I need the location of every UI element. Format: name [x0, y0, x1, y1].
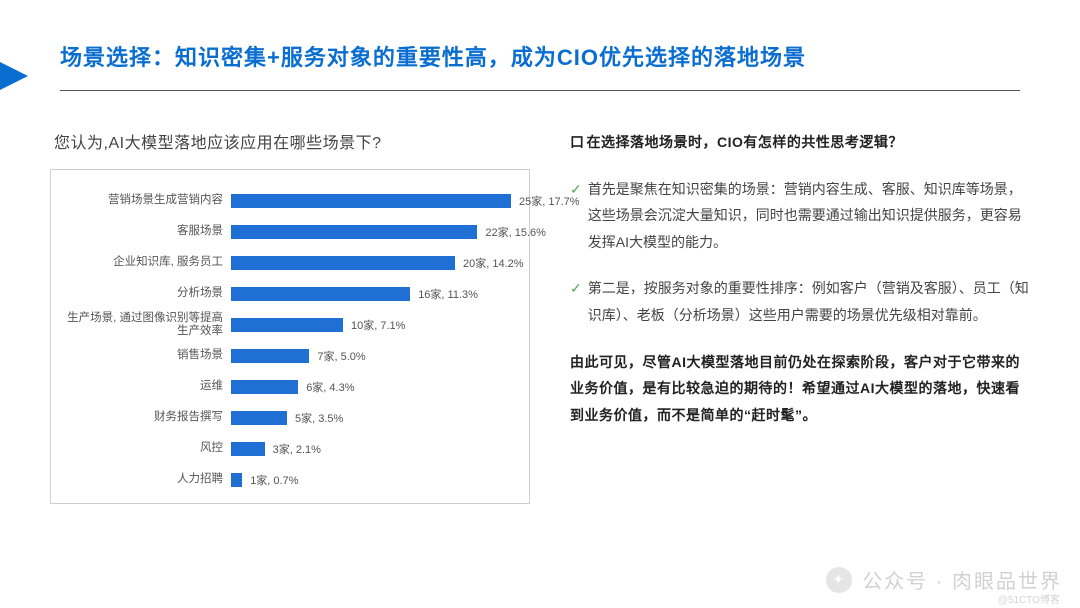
- bar-label: 企业知识库, 服务员工: [61, 256, 231, 269]
- right-heading: 口在选择落地场景时，CIO有怎样的共性思考逻辑？: [570, 129, 1030, 156]
- bar-fill: [231, 287, 410, 301]
- wechat-icon: ✦: [826, 567, 852, 593]
- bar-value: 1家, 0.7%: [250, 472, 298, 488]
- bar-track: 10家, 7.1%: [231, 318, 519, 332]
- bar-label: 生产场景, 通过图像识别等提高生产效率: [61, 312, 231, 338]
- title-underline: [60, 90, 1020, 91]
- bar-row: 运维 6家, 4.3%: [61, 378, 519, 396]
- bar-track: 25家, 17.7%: [231, 194, 519, 208]
- body: 您认为,AI大模型落地应该应用在哪些场景下? 营销场景生成营销内容25家, 17…: [50, 129, 1030, 504]
- bar-label: 营销场景生成营销内容: [61, 194, 231, 207]
- bullet-item: ✓首先是聚焦在知识密集的场景：营销内容生成、客服、知识库等场景，这些场景会沉淀大…: [570, 176, 1030, 256]
- bar-track: 3家, 2.1%: [231, 442, 519, 456]
- bar-value: 22家, 15.6%: [485, 224, 546, 240]
- bar-fill: [231, 380, 298, 394]
- bar-track: 6家, 4.3%: [231, 380, 519, 394]
- bar-track: 22家, 15.6%: [231, 225, 519, 239]
- bar-value: 5家, 3.5%: [295, 410, 343, 426]
- chart-frame: 营销场景生成营销内容25家, 17.7% 客服场景22家, 15.6% 企业知识库,…: [50, 169, 530, 504]
- bar-fill: [231, 225, 477, 239]
- chart-panel: 您认为,AI大模型落地应该应用在哪些场景下? 营销场景生成营销内容25家, 17…: [50, 129, 530, 504]
- bar-row: 客服场景22家, 15.6%: [61, 223, 519, 241]
- bar-label: 财务报告撰写: [61, 411, 231, 424]
- watermark-text: 公众号 · 肉眼品世界: [862, 565, 1062, 594]
- bullet-list: ✓首先是聚焦在知识密集的场景：营销内容生成、客服、知识库等场景，这些场景会沉淀大…: [570, 176, 1030, 329]
- bar-track: 5家, 3.5%: [231, 411, 519, 425]
- check-icon: ✓: [570, 176, 582, 256]
- bar-value: 20家, 14.2%: [463, 255, 524, 271]
- bar-row: 人力招聘 1家, 0.7%: [61, 471, 519, 489]
- page-title: 场景选择：知识密集+服务对象的重要性高，成为CIO优先选择的落地场景: [60, 40, 1030, 72]
- bullet-item: ✓第二是，按服务对象的重要性排序：例如客户（营销及客服）、员工（知识库）、老板（…: [570, 275, 1030, 328]
- right-heading-text: 在选择落地场景时，CIO有怎样的共性思考逻辑？: [587, 134, 903, 150]
- chart-title: 您认为,AI大模型落地应该应用在哪些场景下?: [50, 129, 530, 153]
- bullet-text: 第二是，按服务对象的重要性排序：例如客户（营销及客服）、员工（知识库）、老板（分…: [588, 275, 1030, 328]
- bar-track: 1家, 0.7%: [231, 473, 519, 487]
- watermark: ✦ 公众号 · 肉眼品世界: [826, 565, 1062, 594]
- bar-row: 销售场景 7家, 5.0%: [61, 347, 519, 365]
- bar-row: 财务报告撰写 5家, 3.5%: [61, 409, 519, 427]
- bar-track: 7家, 5.0%: [231, 349, 519, 363]
- bar-value: 6家, 4.3%: [306, 379, 354, 395]
- bar-label: 分析场景: [61, 287, 231, 300]
- bar-label: 客服场景: [61, 225, 231, 238]
- bar-fill: [231, 194, 511, 208]
- bullet-text: 首先是聚焦在知识密集的场景：营销内容生成、客服、知识库等场景，这些场景会沉淀大量…: [588, 176, 1030, 256]
- bar-value: 3家, 2.1%: [273, 441, 321, 457]
- bar-row: 分析场景 16家, 11.3%: [61, 285, 519, 303]
- bar-fill: [231, 411, 287, 425]
- square-bullet-icon: 口: [570, 129, 585, 156]
- bar-fill: [231, 349, 309, 363]
- bar-value: 7家, 5.0%: [317, 348, 365, 364]
- bar-fill: [231, 442, 265, 456]
- bar-value: 10家, 7.1%: [351, 317, 405, 333]
- bar-label: 风控: [61, 442, 231, 455]
- bar-label: 运维: [61, 380, 231, 393]
- bar-value: 25家, 17.7%: [519, 193, 580, 209]
- bar-label: 销售场景: [61, 349, 231, 362]
- bar-track: 20家, 14.2%: [231, 256, 519, 270]
- title-marker-triangle: [0, 62, 28, 90]
- bar-row: 生产场景, 通过图像识别等提高生产效率10家, 7.1%: [61, 316, 519, 334]
- bar-value: 16家, 11.3%: [418, 286, 478, 302]
- watermark-sub: @51CTO博客: [998, 591, 1060, 606]
- bar-track: 16家, 11.3%: [231, 287, 519, 301]
- conclusion-text: 由此可见，尽管AI大模型落地目前仍处在探索阶段，客户对于它带来的业务价值，是有比…: [570, 349, 1030, 429]
- bar-row: 企业知识库, 服务员工20家, 14.2%: [61, 254, 519, 272]
- bar-fill: [231, 318, 343, 332]
- bar-fill: [231, 256, 455, 270]
- bar-row: 风控 3家, 2.1%: [61, 440, 519, 458]
- chart-bars: 营销场景生成营销内容25家, 17.7% 客服场景22家, 15.6% 企业知识库,…: [61, 192, 519, 489]
- bar-label: 人力招聘: [61, 473, 231, 486]
- slide-page: 场景选择：知识密集+服务对象的重要性高，成为CIO优先选择的落地场景 您认为,A…: [0, 0, 1080, 608]
- text-panel: 口在选择落地场景时，CIO有怎样的共性思考逻辑？ ✓首先是聚焦在知识密集的场景：…: [570, 129, 1030, 504]
- title-row: 场景选择：知识密集+服务对象的重要性高，成为CIO优先选择的落地场景: [60, 40, 1030, 72]
- bar-row: 营销场景生成营销内容25家, 17.7%: [61, 192, 519, 210]
- check-icon: ✓: [570, 275, 582, 328]
- bar-fill: [231, 473, 242, 487]
